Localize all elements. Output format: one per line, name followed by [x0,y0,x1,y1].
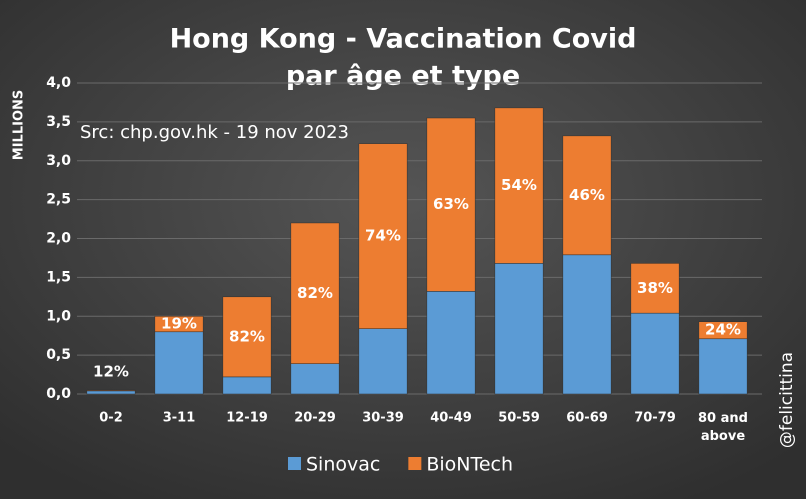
y-tick-label: 1,0 [46,308,71,324]
bar-segment [698,321,748,340]
x-tick-label: 0-2 [99,411,123,426]
bar-segment [222,296,272,378]
bar-segment [562,254,612,395]
x-tick-label: 20-29 [294,411,336,426]
bar-segment [494,107,544,264]
bar-segment [698,338,748,395]
x-tick-label: 60-69 [566,411,608,426]
x-tick-label: 3-11 [163,411,196,426]
chart-subtitle: par âge et type [286,61,520,92]
legend-label: Sinovac [306,454,380,476]
share-label: 63% [433,195,469,213]
share-label: 82% [297,284,333,302]
share-label: 82% [229,327,265,345]
bar-segment [290,222,340,364]
share-label: 24% [705,321,741,339]
x-tick-label: 12-19 [226,411,268,426]
y-tick-label: 0,0 [46,386,71,402]
bar-segment [426,117,476,292]
y-axis-label: MILLIONS [12,90,27,160]
x-tick-line: 80 and [698,411,748,426]
bar-segment [154,316,204,333]
y-tick-label: 1,5 [46,269,71,285]
x-tick-label: 30-39 [362,411,404,426]
y-tick-label: 3,0 [46,153,71,169]
share-label: 46% [569,186,605,204]
y-tick-label: 0,5 [46,347,71,363]
bar-segment [358,328,408,395]
bar-segment [630,312,680,395]
legend-label: BioNTech [426,454,513,476]
bar-segment [562,135,612,256]
x-tick-line: above [701,429,745,444]
share-label: 12% [93,363,129,381]
bar-segment [426,291,476,395]
y-tick-label: 3,5 [46,114,71,130]
x-tick-label: 40-49 [430,411,472,426]
share-label: 54% [501,176,537,194]
share-label: 38% [637,279,673,297]
bar-segment [154,331,204,395]
legend-swatch [408,457,422,470]
source: Src: chp.gov.hk - 19 nov 2023 [80,122,349,143]
share-label: 19% [161,315,197,333]
x-tick-label: 50-59 [498,411,540,426]
bar-segment [494,263,544,395]
bar-segment [222,376,272,395]
legend-swatch [288,457,301,470]
bar-segment [630,263,680,314]
bar-segment [86,389,136,392]
y-tick-label: 4,0 [46,75,71,91]
bar-segment [86,390,136,395]
bar-segment [290,363,340,395]
y-tick-label: 2,0 [46,231,71,247]
bar-segment [358,143,408,329]
share-label: 74% [365,227,401,245]
x-tick-label: 80 and above [698,411,748,444]
watermark: @felicittina [777,352,797,448]
x-tick-label: 70-79 [634,411,676,426]
chart-title: Hong Kong - Vaccination Covid [170,24,637,55]
y-tick-label: 2,5 [46,192,71,208]
